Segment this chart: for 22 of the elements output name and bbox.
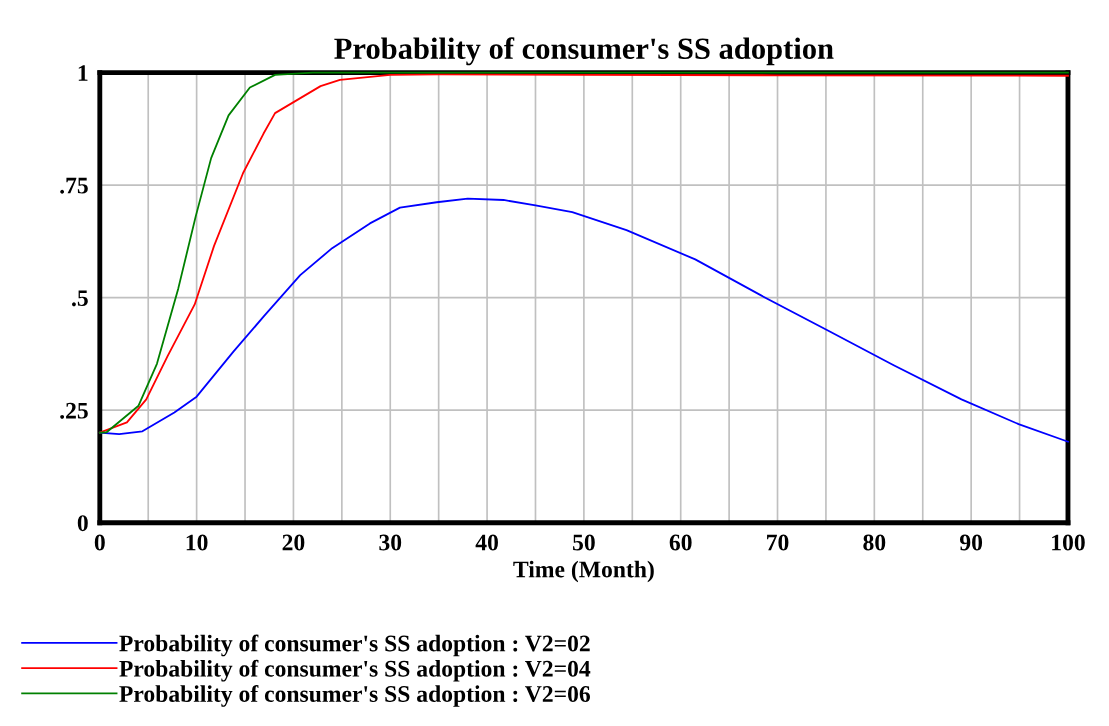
x-tick-label: 30 bbox=[379, 534, 402, 551]
legend-label: Probability of consumer's SS adoption : V2=04 bbox=[119, 659, 591, 682]
x-axis-title: Time (Month) bbox=[513, 560, 654, 583]
x-tick-label: 0 bbox=[94, 534, 105, 551]
y-tick-label: .5 bbox=[72, 290, 88, 307]
x-tick-label: 60 bbox=[669, 534, 692, 551]
x-tick-label: 10 bbox=[186, 534, 208, 551]
x-tick-label: 50 bbox=[573, 534, 595, 551]
x-tick-label: 90 bbox=[959, 534, 983, 551]
x-tick-label: 70 bbox=[767, 534, 789, 551]
y-tick-label: 1 bbox=[78, 65, 88, 81]
y-tick-label: .25 bbox=[60, 402, 88, 419]
x-tick-label: 80 bbox=[863, 534, 886, 551]
legend-label: Probability of consumer's SS adoption : V2=02 bbox=[119, 634, 590, 657]
x-tick-label: 40 bbox=[475, 534, 498, 551]
x-tick-label: 100 bbox=[1052, 534, 1085, 551]
y-tick-label: .75 bbox=[60, 177, 88, 194]
x-tick-label: 20 bbox=[282, 534, 305, 551]
legend-label: Probability of consumer's SS adoption : V2=06 bbox=[119, 685, 591, 707]
y-tick-label: 0 bbox=[77, 515, 88, 532]
chart-title: Probability of consumer's SS adoption bbox=[334, 37, 834, 66]
line-series bbox=[98, 197, 1069, 443]
